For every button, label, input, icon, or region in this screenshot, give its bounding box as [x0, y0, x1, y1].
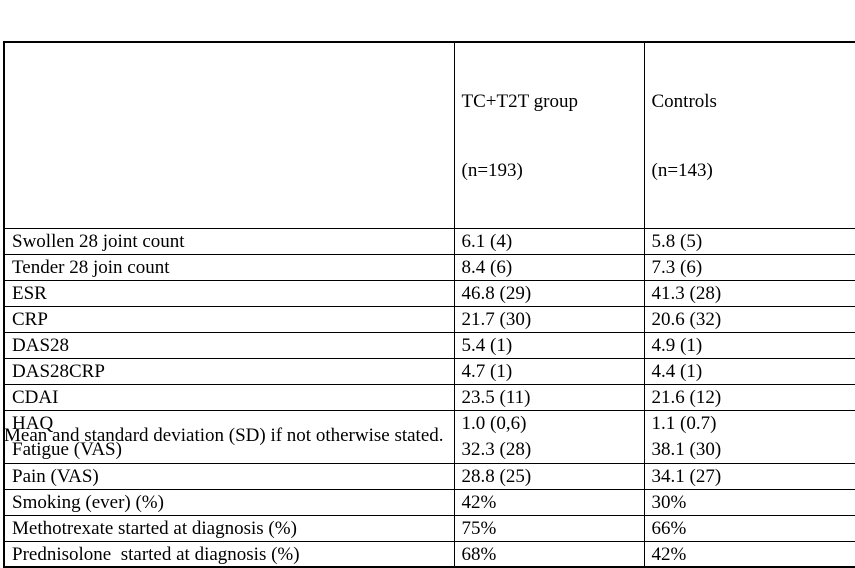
- table-row-cdai: CDAI 23.5 (11) 21.6 (12): [3, 384, 855, 411]
- tc-t2t-value: 21.7 (30): [453, 306, 645, 333]
- table-row-das28crp: DAS28CRP 4.7 (1) 4.4 (1): [3, 358, 855, 385]
- table-row-swollen-joint-count: Swollen 28 joint count 6.1 (4) 5.8 (5): [3, 228, 855, 255]
- tc-t2t-value: 8.4 (6): [453, 254, 645, 281]
- table-row-tender-join-count: Tender 28 join count 8.4 (6) 7.3 (6): [3, 254, 855, 281]
- controls-value: 38.1 (30): [643, 437, 855, 464]
- tc-t2t-value: 28.8 (25): [453, 462, 645, 490]
- row-label: DAS28: [3, 332, 455, 359]
- table-row-das28: DAS28 5.4 (1) 4.9 (1): [3, 332, 855, 359]
- tc-t2t-value: 32.3 (28): [453, 437, 645, 464]
- data-table: TC+T2T group (n=193) Controls (n=143) Sw…: [3, 41, 855, 568]
- table-row-haq: HAQ 1.0 (0,6) 1.1 (0.7): [3, 410, 855, 437]
- tc-t2t-value: 68%: [453, 540, 645, 568]
- header-controls-label: Controls: [651, 91, 717, 112]
- table-header-row: TC+T2T group (n=193) Controls (n=143): [3, 41, 855, 229]
- header-tc-t2t-label: TC+T2T group: [461, 91, 578, 112]
- row-label: CDAI: [3, 384, 455, 411]
- row-label: Tender 28 join count: [3, 254, 455, 281]
- tc-t2t-value: 5.4 (1): [453, 332, 645, 359]
- row-label: Methotrexate started at diagnosis (%): [3, 514, 455, 542]
- tc-t2t-value: 23.5 (11): [453, 384, 645, 411]
- controls-value: 34.1 (27): [643, 462, 855, 490]
- row-label: DAS28CRP: [3, 358, 455, 385]
- tc-t2t-value: 75%: [453, 514, 645, 542]
- tc-t2t-value: 42%: [453, 488, 645, 516]
- row-label: Prednisolone started at diagnosis (%): [3, 540, 455, 568]
- tc-t2t-value: 4.7 (1): [453, 358, 645, 385]
- table-footnote: Mean and standard deviation (SD) if not …: [4, 425, 444, 446]
- header-controls: Controls (n=143): [643, 41, 855, 229]
- row-label: ESR: [3, 280, 455, 307]
- tc-t2t-value: 1.0 (0,6): [453, 410, 645, 437]
- baseline-characteristics-table: TC+T2T group (n=193) Controls (n=143) Sw…: [3, 41, 855, 568]
- table-row-prednisolone: Prednisolone started at diagnosis (%) 68…: [3, 540, 855, 568]
- controls-value: 4.4 (1): [643, 358, 855, 385]
- row-label: Smoking (ever) (%): [3, 488, 455, 516]
- controls-value: 4.9 (1): [643, 332, 855, 359]
- controls-value: 1.1 (0.7): [643, 410, 855, 437]
- header-tc-t2t-n: (n=193): [461, 160, 523, 181]
- table-row-crp: CRP 21.7 (30) 20.6 (32): [3, 306, 855, 333]
- controls-value: 30%: [643, 488, 855, 516]
- controls-value: 21.6 (12): [643, 384, 855, 411]
- controls-value: 20.6 (32): [643, 306, 855, 333]
- row-label: Swollen 28 joint count: [3, 228, 455, 255]
- controls-value: 41.3 (28): [643, 280, 855, 307]
- row-label: Pain (VAS): [3, 462, 455, 490]
- controls-value: 7.3 (6): [643, 254, 855, 281]
- table-row-smoking: Smoking (ever) (%) 42% 30%: [3, 488, 855, 516]
- header-tc-t2t-group: TC+T2T group (n=193): [453, 41, 645, 229]
- table-row-methotrexate: Methotrexate started at diagnosis (%) 75…: [3, 514, 855, 542]
- tc-t2t-value: 46.8 (29): [453, 280, 645, 307]
- table-row-esr: ESR 46.8 (29) 41.3 (28): [3, 280, 855, 307]
- row-label: CRP: [3, 306, 455, 333]
- controls-value: 42%: [643, 540, 855, 568]
- row-label: Fatigue (VAS): [3, 437, 455, 464]
- controls-value: 66%: [643, 514, 855, 542]
- table-row-fatigue-vas: Fatigue (VAS) 32.3 (28) 38.1 (30): [3, 437, 855, 464]
- header-empty-cell: [3, 41, 455, 229]
- table-row-pain-vas: Pain (VAS) 28.8 (25) 34.1 (27): [3, 462, 855, 490]
- row-label: HAQ: [3, 410, 455, 437]
- controls-value: 5.8 (5): [643, 228, 855, 255]
- header-controls-n: (n=143): [651, 160, 713, 181]
- tc-t2t-value: 6.1 (4): [453, 228, 645, 255]
